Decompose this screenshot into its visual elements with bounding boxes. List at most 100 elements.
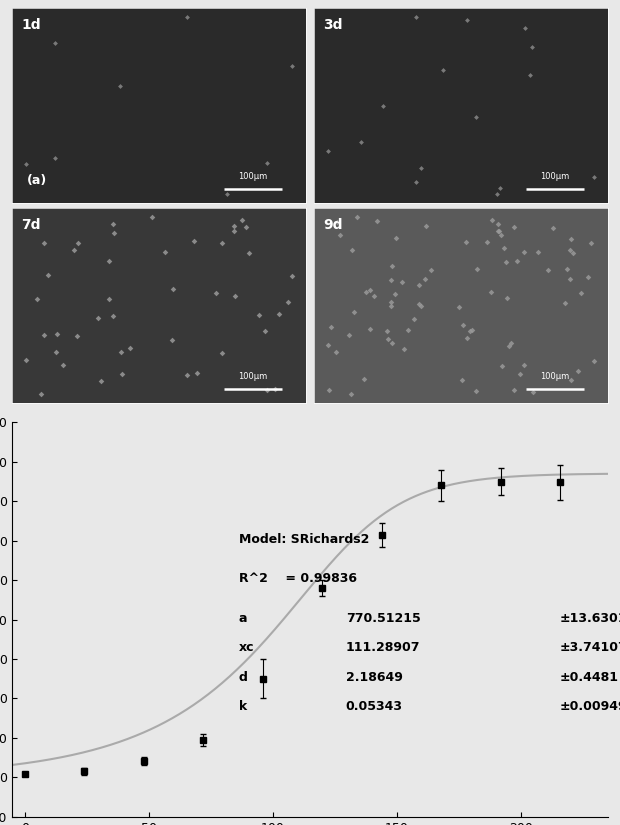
Point [270, 383, 280, 396]
Point [349, 305, 359, 318]
Point [397, 276, 407, 289]
Point [576, 287, 586, 300]
Point [399, 342, 409, 355]
Point [412, 175, 422, 188]
Point [237, 213, 247, 226]
Point [361, 285, 371, 299]
Point [416, 161, 426, 174]
Point [50, 36, 60, 50]
Point [420, 272, 430, 285]
Point [528, 385, 538, 398]
Point [590, 171, 600, 184]
Text: 100μm: 100μm [238, 172, 267, 182]
Point [168, 283, 178, 296]
Point [125, 342, 135, 355]
Point [287, 269, 297, 282]
Point [260, 325, 270, 338]
Point [573, 365, 583, 378]
Point [283, 295, 293, 309]
Point [472, 262, 482, 276]
Point [188, 234, 198, 248]
Point [117, 368, 126, 381]
Point [494, 224, 503, 238]
Point [466, 325, 476, 338]
Point [504, 339, 514, 352]
Point [323, 338, 333, 351]
Point [108, 309, 118, 323]
Point [244, 246, 254, 259]
Point [323, 144, 333, 158]
Point [565, 272, 575, 285]
Point [40, 236, 50, 249]
Point [409, 313, 419, 326]
Text: 9d: 9d [323, 218, 343, 232]
Point [262, 384, 272, 397]
Point [182, 368, 192, 381]
Point [454, 301, 464, 314]
Point [386, 295, 396, 309]
Point [386, 273, 396, 286]
Point [495, 182, 505, 195]
Point [560, 296, 570, 309]
Point [498, 241, 508, 254]
Point [463, 331, 472, 344]
Point [519, 245, 529, 258]
Point [167, 334, 177, 347]
Point [416, 299, 426, 313]
Text: xc: xc [239, 641, 254, 654]
Point [387, 337, 397, 350]
Point [383, 332, 393, 346]
Text: ±0.4481: ±0.4481 [560, 671, 619, 684]
Point [502, 292, 512, 305]
Point [356, 136, 366, 149]
Point [58, 358, 68, 371]
Point [229, 224, 239, 238]
Text: 3d: 3d [323, 18, 343, 32]
Point [148, 210, 157, 224]
Point [527, 40, 537, 54]
Point [482, 235, 492, 248]
Point [520, 21, 529, 35]
Point [115, 79, 125, 92]
Point [549, 222, 559, 235]
Point [390, 287, 400, 300]
Text: 1d: 1d [21, 18, 41, 32]
Point [515, 367, 525, 380]
Point [335, 229, 345, 242]
Point [73, 237, 83, 250]
Point [386, 299, 396, 312]
Point [494, 217, 503, 230]
Text: 100μm: 100μm [540, 372, 569, 381]
Point [218, 346, 228, 360]
Point [326, 320, 336, 333]
Point [513, 255, 523, 268]
Point [20, 353, 30, 366]
Text: ±3.74107: ±3.74107 [560, 641, 620, 654]
Point [497, 360, 507, 373]
Point [211, 287, 221, 300]
Point [347, 243, 356, 257]
Text: k: k [239, 700, 247, 714]
Point [20, 157, 30, 170]
Point [487, 214, 497, 227]
Point [161, 245, 171, 258]
Point [332, 346, 342, 359]
Text: 7d: 7d [21, 218, 41, 232]
Point [403, 323, 413, 337]
Point [43, 268, 53, 281]
Point [583, 271, 593, 284]
Point [414, 297, 423, 310]
Point [352, 210, 362, 224]
Point [461, 236, 471, 249]
Point [486, 285, 496, 299]
Text: ±13.63012: ±13.63012 [560, 611, 620, 625]
Point [108, 217, 118, 230]
Point [182, 11, 192, 24]
Text: (a): (a) [27, 174, 47, 187]
Text: 2.18649: 2.18649 [346, 671, 402, 684]
Point [422, 219, 432, 233]
Point [241, 220, 250, 233]
Point [492, 187, 502, 200]
Point [411, 11, 421, 24]
Point [496, 229, 506, 242]
